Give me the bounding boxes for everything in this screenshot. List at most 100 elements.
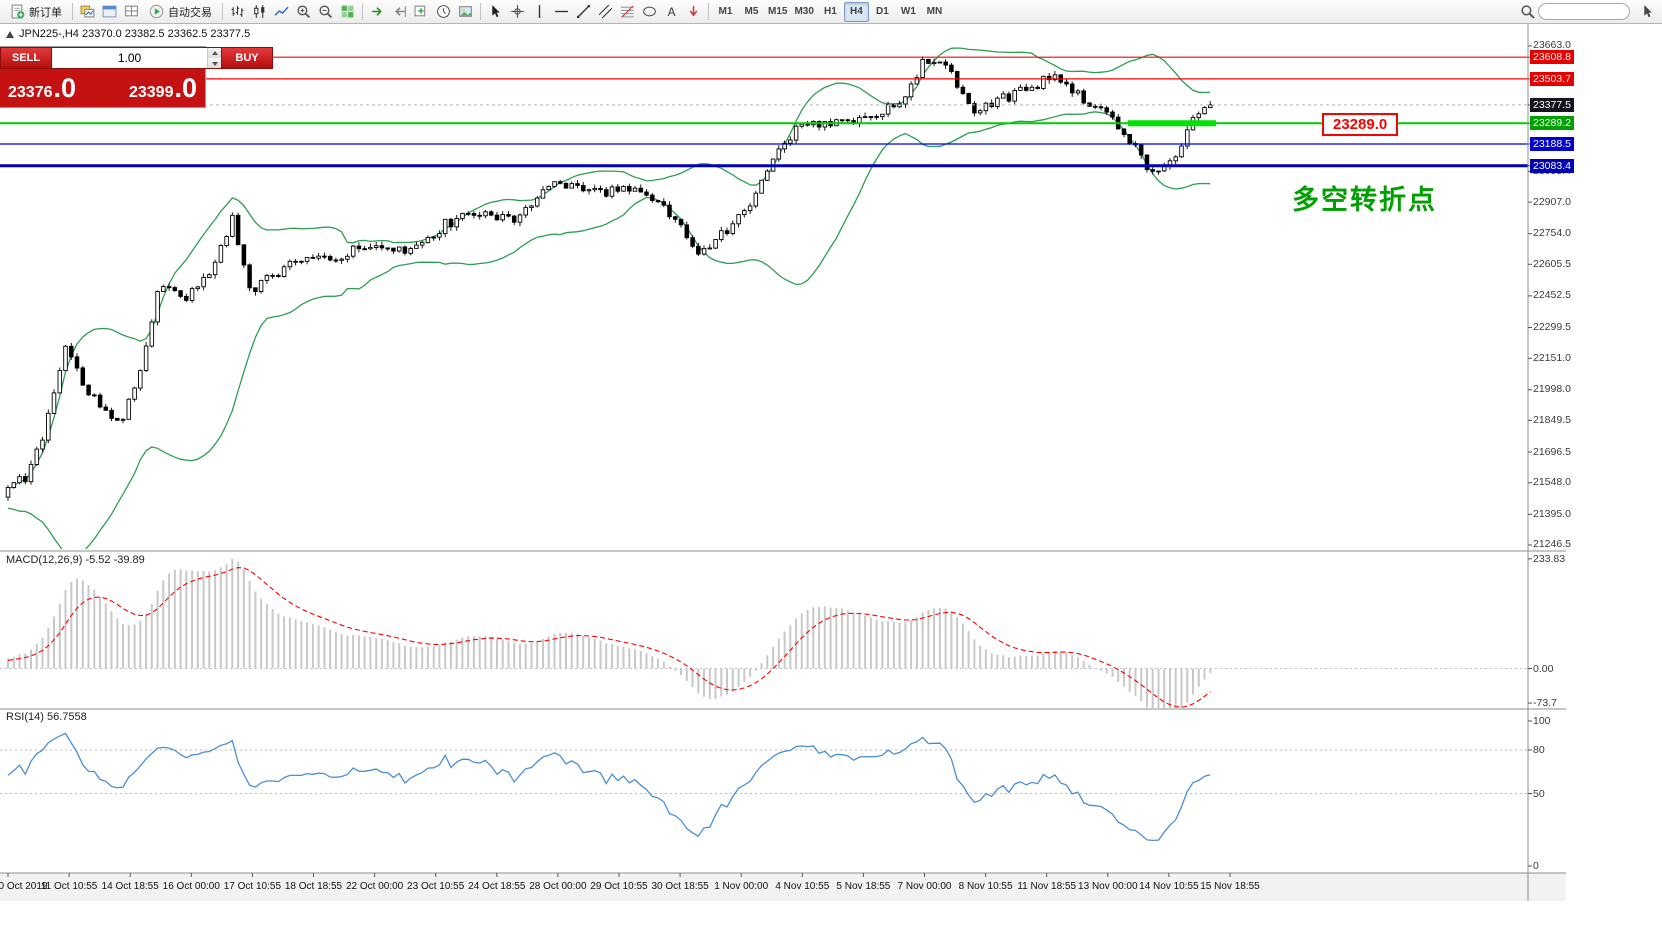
- toolbar-separator: [362, 3, 363, 20]
- candlesticks: [5, 56, 1213, 501]
- shapes-button[interactable]: [639, 2, 660, 22]
- svg-text:A: A: [668, 6, 676, 19]
- buy-button[interactable]: BUY: [221, 47, 273, 69]
- chart-window[interactable]: 23663.0 23055.4 22907.0 22754.0 22605.5 22452…: [0, 24, 1662, 949]
- vertical-line-button[interactable]: [529, 2, 550, 22]
- volume-input[interactable]: [52, 48, 207, 68]
- timeframe-D1[interactable]: D1: [876, 6, 889, 17]
- auto-trading-icon: [149, 4, 164, 19]
- zoom-in-button[interactable]: [293, 2, 314, 22]
- new-chart-button[interactable]: [411, 2, 432, 22]
- chart-annotation: 多空转折点: [1292, 185, 1437, 215]
- buy-price-main: 23399: [128, 83, 174, 101]
- channel-icon: [598, 4, 613, 19]
- cursor-icon: [488, 4, 503, 19]
- period-icon: [436, 4, 451, 19]
- time-axis-strip[interactable]: [0, 873, 1566, 901]
- zoom-out-button[interactable]: [315, 2, 336, 22]
- price-level-tag[interactable]: 23289.0: [1322, 113, 1399, 136]
- template-button[interactable]: [455, 2, 476, 22]
- search-input[interactable]: [1538, 3, 1630, 20]
- toolbar-separator: [708, 3, 709, 20]
- sell-price-frac: .0: [53, 72, 77, 103]
- data-window-button[interactable]: [121, 2, 142, 22]
- toolbar-button-label: 新订单: [29, 6, 62, 19]
- sell-button[interactable]: SELL: [0, 47, 52, 69]
- level-lines: [0, 56, 1528, 168]
- line-chart-icon: [274, 4, 289, 19]
- macd-indicator-label: MACD(12,26,9) -5.52 -39.89: [6, 554, 145, 566]
- timeframe-M5[interactable]: M5: [744, 6, 759, 17]
- timeframe-H1[interactable]: H1: [824, 6, 837, 17]
- horizontal-line-button[interactable]: [551, 2, 572, 22]
- data-window-icon: [124, 4, 139, 19]
- buy-price[interactable]: 23399.0: [128, 72, 197, 103]
- arrow-button[interactable]: [683, 2, 704, 22]
- crosshair-button[interactable]: [507, 2, 528, 22]
- pointer-icon: [1640, 4, 1655, 19]
- auto-trading-button[interactable]: 自动交易: [143, 2, 218, 22]
- text-icon: A: [664, 4, 679, 19]
- trendline-icon: [576, 4, 591, 19]
- sell-price[interactable]: 23376.0: [8, 72, 77, 103]
- text-button[interactable]: A: [661, 2, 682, 22]
- volume-spinner: [207, 48, 221, 68]
- candlestick-chart-icon: [252, 4, 267, 19]
- charts-button[interactable]: [77, 2, 98, 22]
- crosshair-icon: [510, 4, 525, 19]
- fibonacci-icon: [620, 4, 635, 19]
- toolbar-separator: [222, 3, 223, 20]
- vertical-line-icon: [532, 4, 547, 19]
- timeframe-M15[interactable]: M15: [768, 6, 788, 17]
- cursor-button[interactable]: [485, 2, 506, 22]
- profiles-button[interactable]: [99, 2, 120, 22]
- buy-price-frac: .0: [174, 72, 197, 103]
- rsi-panel: [0, 732, 1528, 842]
- shapes-icon: [642, 4, 657, 19]
- volume-decrease-button[interactable]: [208, 58, 221, 68]
- timeframe-MN[interactable]: MN: [926, 6, 943, 17]
- timeframe-H4[interactable]: H4: [843, 1, 869, 22]
- timeframe-W1[interactable]: W1: [900, 6, 916, 17]
- chart-shift-icon: [392, 4, 407, 19]
- symbol-ohlc-text: JPN225-,H4 23370.0 23382.5 23362.5 23377…: [19, 28, 251, 40]
- toolbar-separator: [480, 3, 481, 20]
- toolbar-separator: [72, 3, 73, 20]
- macd-signal-line: [7, 567, 1211, 708]
- new-order-button[interactable]: 新订单: [4, 2, 68, 22]
- horizontal-line-icon: [554, 4, 569, 19]
- channel-button[interactable]: [595, 2, 616, 22]
- symbol-info: JPN225-,H4 23370.0 23382.5 23362.5 23377…: [6, 28, 250, 40]
- tile-windows-button[interactable]: [337, 2, 358, 22]
- new-chart-icon: [414, 4, 429, 19]
- rsi-indicator-label: RSI(14) 56.7558: [6, 711, 87, 723]
- chart-shift-button[interactable]: [389, 2, 410, 22]
- toolbar: 新订单 自动交易 A M1 M5 M15 M30 H1 H4 D1 W1 MN: [0, 0, 1662, 24]
- chart-canvas[interactable]: [0, 24, 1662, 949]
- panel-separators: [0, 24, 1566, 901]
- trendline-button[interactable]: [573, 2, 594, 22]
- one-click-trading-panel: SELL BUY 23376.0 23399.0: [0, 46, 273, 108]
- line-chart-button[interactable]: [271, 2, 292, 22]
- fibonacci-button[interactable]: [617, 2, 638, 22]
- timeframe-M1[interactable]: M1: [718, 6, 733, 17]
- arrow-icon: [686, 4, 701, 19]
- pointer-button[interactable]: [1637, 2, 1658, 22]
- search-icon: [1520, 4, 1535, 19]
- tile-windows-icon: [340, 4, 355, 19]
- charts-icon: [80, 4, 95, 19]
- bar-chart-button[interactable]: [227, 2, 248, 22]
- rsi-line: [7, 732, 1211, 842]
- auto-scroll-icon: [370, 4, 385, 19]
- zoom-out-icon: [318, 4, 333, 19]
- zoom-in-icon: [296, 4, 311, 19]
- template-icon: [458, 4, 473, 19]
- volume-increase-button[interactable]: [208, 48, 221, 58]
- macd-histogram: [0, 558, 1528, 708]
- timeframe-M30[interactable]: M30: [794, 6, 814, 17]
- period-button[interactable]: [433, 2, 454, 22]
- bar-chart-icon: [230, 4, 245, 19]
- candlestick-chart-button[interactable]: [249, 2, 270, 22]
- auto-scroll-button[interactable]: [367, 2, 388, 22]
